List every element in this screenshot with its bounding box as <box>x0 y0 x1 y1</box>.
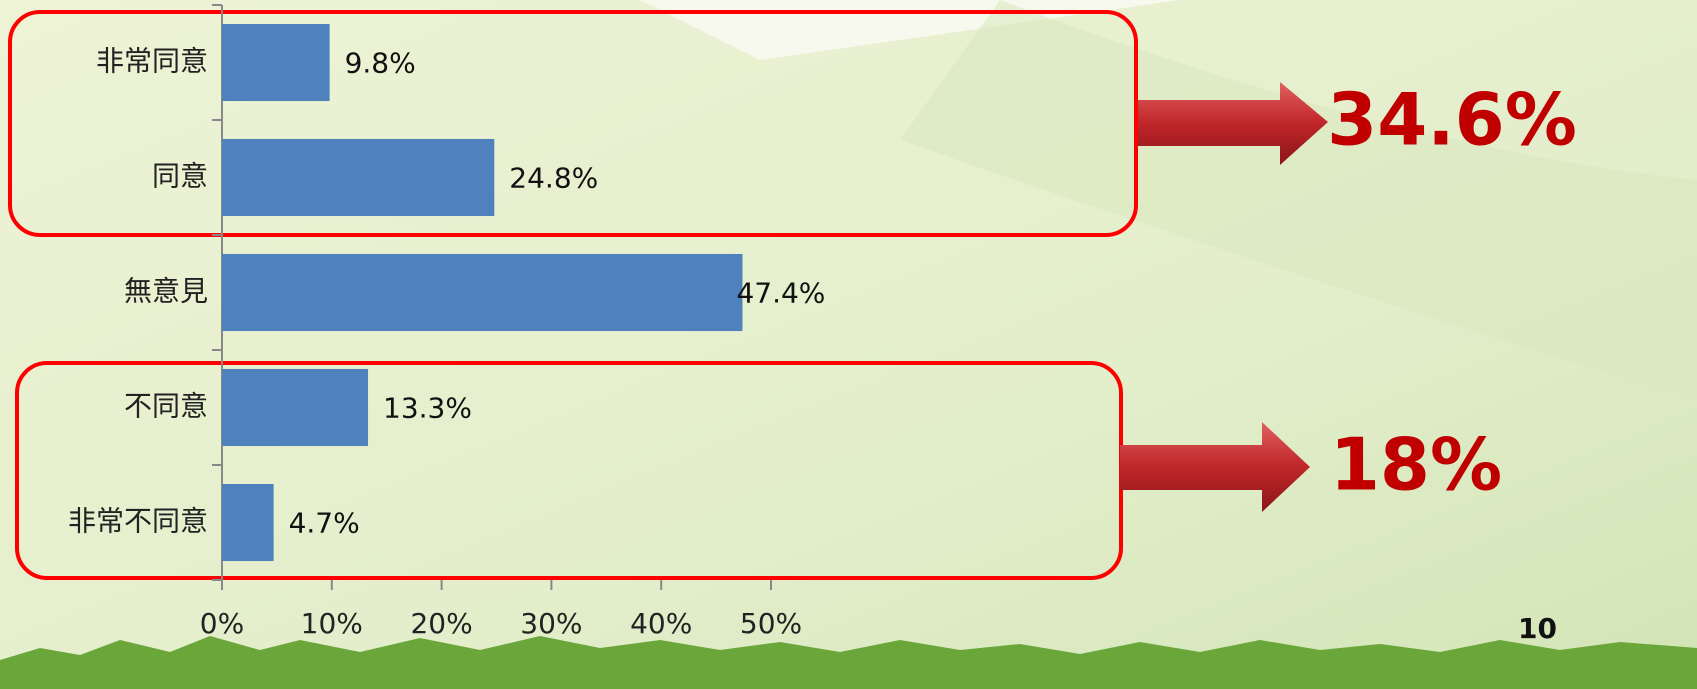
bar <box>222 139 494 216</box>
x-tick-label: 30% <box>520 607 582 640</box>
x-tick-label: 10% <box>301 607 363 640</box>
bar <box>222 254 742 331</box>
x-tick-label: 40% <box>630 607 692 640</box>
category-label: 同意 <box>152 160 208 193</box>
value-label: 9.8% <box>345 47 416 80</box>
x-tick-label: 50% <box>740 607 802 640</box>
bar <box>222 369 368 446</box>
bar <box>222 484 274 561</box>
page-number: 10 <box>1518 612 1557 645</box>
slide: 34.6% 18% 10 0% 10% 20% 30% 40% 50% 非常同意 9.8% 同意… <box>0 0 1697 689</box>
annotation: 18% <box>1330 423 1502 507</box>
annotation: 34.6% <box>1327 78 1577 162</box>
value-label: 13.3% <box>383 392 472 425</box>
value-label: 24.8% <box>509 162 598 195</box>
bar <box>222 24 330 101</box>
category-label: 非常不同意 <box>68 505 208 538</box>
value-label: 4.7% <box>289 507 360 540</box>
category-label: 非常同意 <box>96 45 208 78</box>
x-tick-label: 0% <box>200 607 244 640</box>
x-tick-label: 20% <box>410 607 472 640</box>
value-label: 47.4% <box>736 277 825 310</box>
category-label: 不同意 <box>124 390 208 423</box>
category-label: 無意見 <box>124 275 208 308</box>
